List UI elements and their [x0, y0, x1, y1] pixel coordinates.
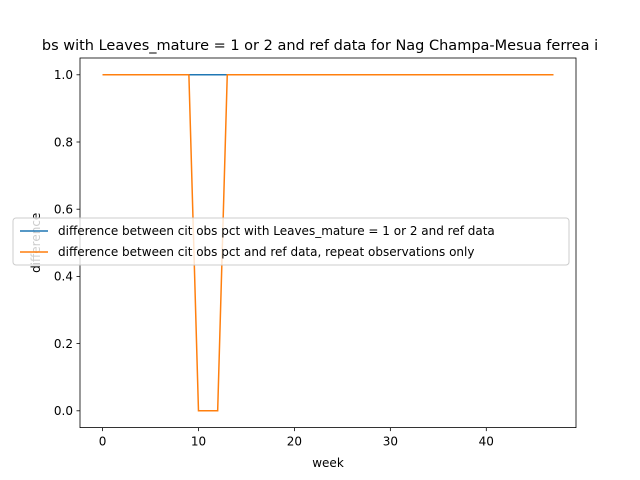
series-layer: [102, 74, 554, 412]
y-tick-label: 0.2: [54, 337, 73, 351]
chart-title: bs with Leaves_mature = 1 or 2 and ref d…: [42, 38, 598, 54]
y-tick-label: 0.0: [54, 404, 73, 418]
x-tick-label: 30: [383, 435, 398, 449]
legend: difference between cit obs pct with Leav…: [12, 217, 570, 266]
y-tick-label: 0.8: [54, 135, 73, 149]
y-tick-label: 0.6: [54, 203, 73, 217]
x-tick-label: 20: [287, 435, 302, 449]
y-tick-label: 0.4: [54, 270, 73, 284]
y-axis-ticks: 0.0 0.2 0.4 0.6 0.8 1.0: [54, 68, 80, 418]
legend-entry-series-1: difference between cit obs pct with Leav…: [58, 224, 495, 238]
x-axis-label: week: [312, 456, 344, 470]
legend-entry-series-2: difference between cit obs pct and ref d…: [58, 245, 474, 259]
x-tick-label: 0: [99, 435, 107, 449]
y-tick-label: 1.0: [54, 68, 73, 82]
x-axis-ticks: 0 10 20 30 40: [99, 427, 494, 449]
x-tick-label: 40: [479, 435, 494, 449]
series-line-2: [102, 74, 554, 412]
legend-box: [12, 217, 570, 266]
x-tick-label: 10: [191, 435, 206, 449]
